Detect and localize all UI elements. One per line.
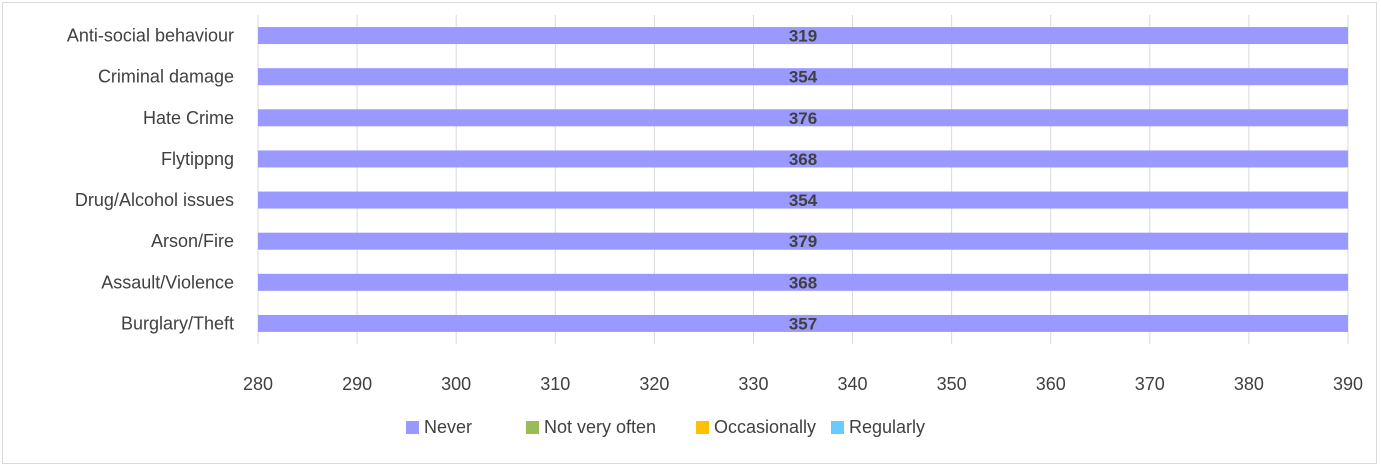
x-tick-label: 380	[1234, 374, 1264, 394]
x-tick-label: 390	[1333, 374, 1363, 394]
legend-label: Regularly	[849, 417, 925, 437]
x-tick-label: 310	[540, 374, 570, 394]
data-label: 354	[789, 191, 818, 210]
category-label: Burglary/Theft	[121, 313, 234, 333]
data-label: 368	[789, 150, 817, 169]
bar-segment	[258, 191, 1348, 209]
category-label: Hate Crime	[143, 108, 234, 128]
data-label: 354	[789, 68, 818, 87]
x-tick-label: 290	[342, 374, 372, 394]
data-label: 376	[789, 109, 817, 128]
bar-segment	[258, 27, 1348, 45]
legend-label: Occasionally	[714, 417, 816, 437]
x-tick-label: 370	[1135, 374, 1165, 394]
data-label: 357	[789, 314, 817, 333]
legend-label: Not very often	[544, 417, 656, 437]
legend-swatch	[526, 421, 539, 434]
data-label: 368	[789, 273, 817, 292]
category-label: Drug/Alcohol issues	[75, 190, 234, 210]
bar-segment	[258, 273, 1348, 291]
category-label: Anti-social behaviour	[67, 26, 234, 46]
x-tick-label: 340	[838, 374, 868, 394]
bar-segment	[258, 68, 1348, 86]
category-label: Flytippng	[161, 149, 234, 169]
x-tick-label: 300	[441, 374, 471, 394]
x-tick-label: 280	[243, 374, 273, 394]
category-label: Criminal damage	[98, 67, 234, 87]
data-label: 379	[789, 232, 817, 251]
x-tick-label: 330	[738, 374, 768, 394]
bar-segment	[258, 109, 1348, 127]
bar-segment	[258, 314, 1348, 332]
bar-segment	[258, 232, 1348, 250]
x-tick-label: 360	[1036, 374, 1066, 394]
x-tick-label: 320	[639, 374, 669, 394]
category-label: Assault/Violence	[101, 272, 234, 292]
legend-swatch	[406, 421, 419, 434]
bar-segment	[258, 150, 1348, 168]
x-tick-label: 350	[937, 374, 967, 394]
legend-swatch	[831, 421, 844, 434]
category-label: Arson/Fire	[151, 231, 234, 251]
legend-swatch	[696, 421, 709, 434]
legend-label: Never	[424, 417, 472, 437]
data-label: 319	[789, 27, 817, 46]
